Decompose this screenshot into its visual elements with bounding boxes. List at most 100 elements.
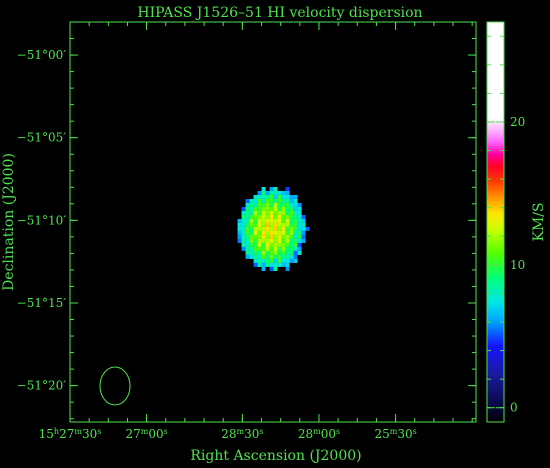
colorbar-tick-label: 0 — [510, 401, 518, 415]
source-pixel — [269, 206, 274, 211]
source-pixel — [265, 226, 270, 231]
source-pixel — [253, 238, 258, 243]
source-pixel — [289, 234, 294, 239]
source-pixel — [277, 230, 282, 235]
source-pixel — [289, 222, 294, 227]
source-pixel — [245, 242, 250, 247]
source-pixel — [289, 214, 294, 219]
source-pixel — [265, 190, 270, 195]
source-pixel — [253, 242, 258, 247]
source-pixel — [301, 222, 306, 227]
source-pixel — [257, 190, 262, 195]
y-tick-label: −51°00′ — [17, 48, 67, 62]
source-pixel — [277, 246, 282, 251]
source-pixel — [297, 242, 302, 247]
source-pixel — [237, 234, 242, 239]
source-pixel — [265, 214, 270, 219]
source-pixel — [281, 206, 286, 211]
source-pixel — [253, 262, 258, 267]
source-pixel — [241, 226, 246, 231]
source-pixel — [269, 242, 274, 247]
source-pixel — [293, 242, 298, 247]
source-pixel — [253, 202, 258, 207]
source-pixel — [257, 242, 262, 247]
source-pixel — [261, 206, 266, 211]
source-pixel — [261, 250, 266, 255]
x-tick-label: 25m30s — [374, 427, 416, 441]
source-pixel — [261, 238, 266, 243]
source-pixel — [253, 194, 258, 199]
source-pixel — [269, 202, 274, 207]
source-pixel — [293, 210, 298, 215]
source-pixel — [265, 194, 270, 199]
source-pixel — [277, 234, 282, 239]
source-pixel — [297, 214, 302, 219]
source-pixel — [261, 246, 266, 251]
source-pixel — [261, 230, 266, 235]
source-pixel — [301, 226, 306, 231]
source-pixel — [261, 214, 266, 219]
source-pixel — [245, 206, 250, 211]
source-pixel — [253, 254, 258, 259]
source-pixel — [293, 258, 298, 263]
source-pixel — [257, 246, 262, 251]
source-pixel — [281, 190, 286, 195]
source-pixel — [265, 230, 270, 235]
source-pixel — [289, 206, 294, 211]
y-tick-label: −51°10′ — [17, 213, 67, 227]
source-pixel — [253, 226, 258, 231]
x-tick-label: 28m00s — [298, 427, 340, 441]
y-axis-label: Declination (J2000) — [1, 153, 17, 291]
source-pixel — [281, 238, 286, 243]
source-pixel — [253, 258, 258, 263]
source-pixel — [285, 242, 290, 247]
source-pixel — [285, 234, 290, 239]
source-pixel — [257, 214, 262, 219]
source-pixel — [257, 198, 262, 203]
source-pixel — [265, 262, 270, 267]
source-pixel — [281, 214, 286, 219]
source-pixel — [297, 230, 302, 235]
source-pixel — [249, 222, 254, 227]
source-pixel — [277, 202, 282, 207]
source-pixel — [281, 242, 286, 247]
source-pixel — [241, 230, 246, 235]
source-pixel — [301, 234, 306, 239]
source-pixel — [273, 258, 278, 263]
source-pixel — [281, 258, 286, 263]
source-pixel — [293, 206, 298, 211]
source-pixel — [301, 230, 306, 235]
source-pixel — [257, 206, 262, 211]
source-pixel — [269, 186, 274, 191]
source-pixel — [281, 254, 286, 259]
source-pixel — [249, 202, 254, 207]
source-pixel — [241, 206, 246, 211]
source-pixel — [237, 222, 242, 227]
source-pixel — [273, 202, 278, 207]
source-pixel — [273, 218, 278, 223]
x-axis-ticks: 15h27m30s 27m00s 28m30s 28m00s 25m30s — [39, 22, 473, 441]
source-pixel — [265, 234, 270, 239]
source-pixel — [261, 234, 266, 239]
source-pixel — [289, 250, 294, 255]
source-pixel — [261, 254, 266, 259]
source-pixel — [245, 230, 250, 235]
source-pixel — [249, 238, 254, 243]
source-pixel — [249, 210, 254, 215]
source-pixel — [261, 258, 266, 263]
source-pixel — [261, 194, 266, 199]
source-pixel — [277, 226, 282, 231]
source-pixel — [273, 198, 278, 203]
source-pixel — [273, 250, 278, 255]
source-pixel — [245, 226, 250, 231]
source-pixel — [277, 250, 282, 255]
x-tick-label: 15h27m30s — [39, 427, 102, 441]
source-pixel — [273, 214, 278, 219]
source-pixel — [261, 242, 266, 247]
source-pixel — [249, 214, 254, 219]
source-pixel — [237, 230, 242, 235]
source-pixel — [289, 258, 294, 263]
source-pixel — [297, 250, 302, 255]
source-pixel — [289, 226, 294, 231]
source-pixel — [293, 230, 298, 235]
